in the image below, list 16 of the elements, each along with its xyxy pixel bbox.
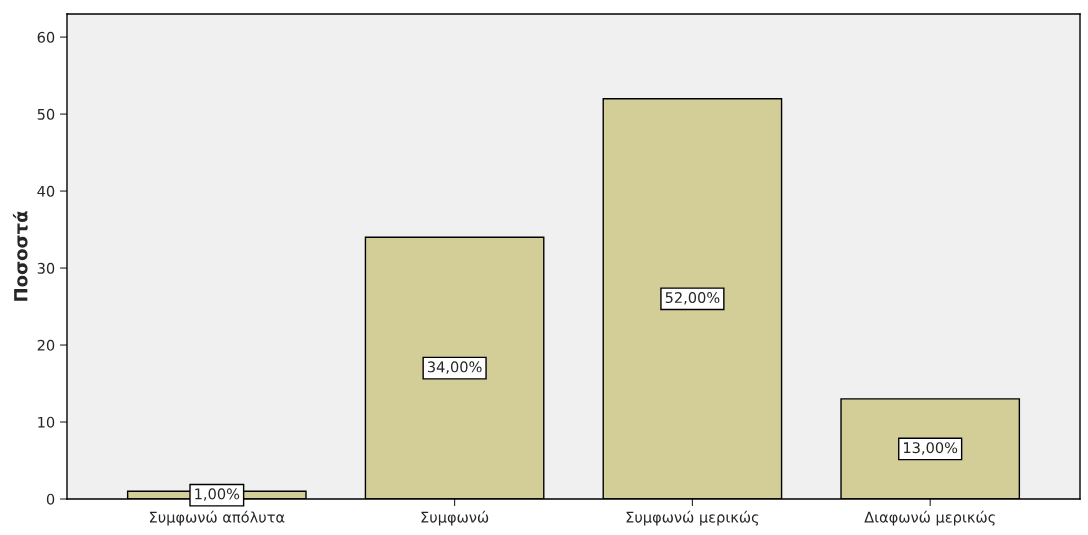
y-tick-label: 40 (37, 185, 55, 197)
x-tick-label: Συμφωνώ μερικώς (626, 510, 759, 526)
x-tick-label: Διαφωνώ μερικώς (864, 510, 995, 526)
y-axis-title: Ποσοστά (12, 211, 28, 301)
data-label: 13,00% (903, 442, 958, 455)
x-tick-label: Συμφωνώ απόλυτα (149, 510, 285, 526)
y-tick-label: 30 (37, 262, 55, 274)
data-label: 52,00% (665, 292, 720, 305)
x-tick-label: Συμφωνώ (421, 510, 489, 526)
y-tick-label: 10 (38, 416, 55, 428)
y-tick-label: 20 (37, 339, 55, 351)
data-label: 1,00% (195, 488, 240, 501)
y-tick-label: 60 (37, 31, 55, 43)
data-label: 34,00% (427, 361, 482, 374)
y-tick-label: 0 (46, 493, 55, 505)
y-tick-label: 50 (37, 108, 55, 120)
